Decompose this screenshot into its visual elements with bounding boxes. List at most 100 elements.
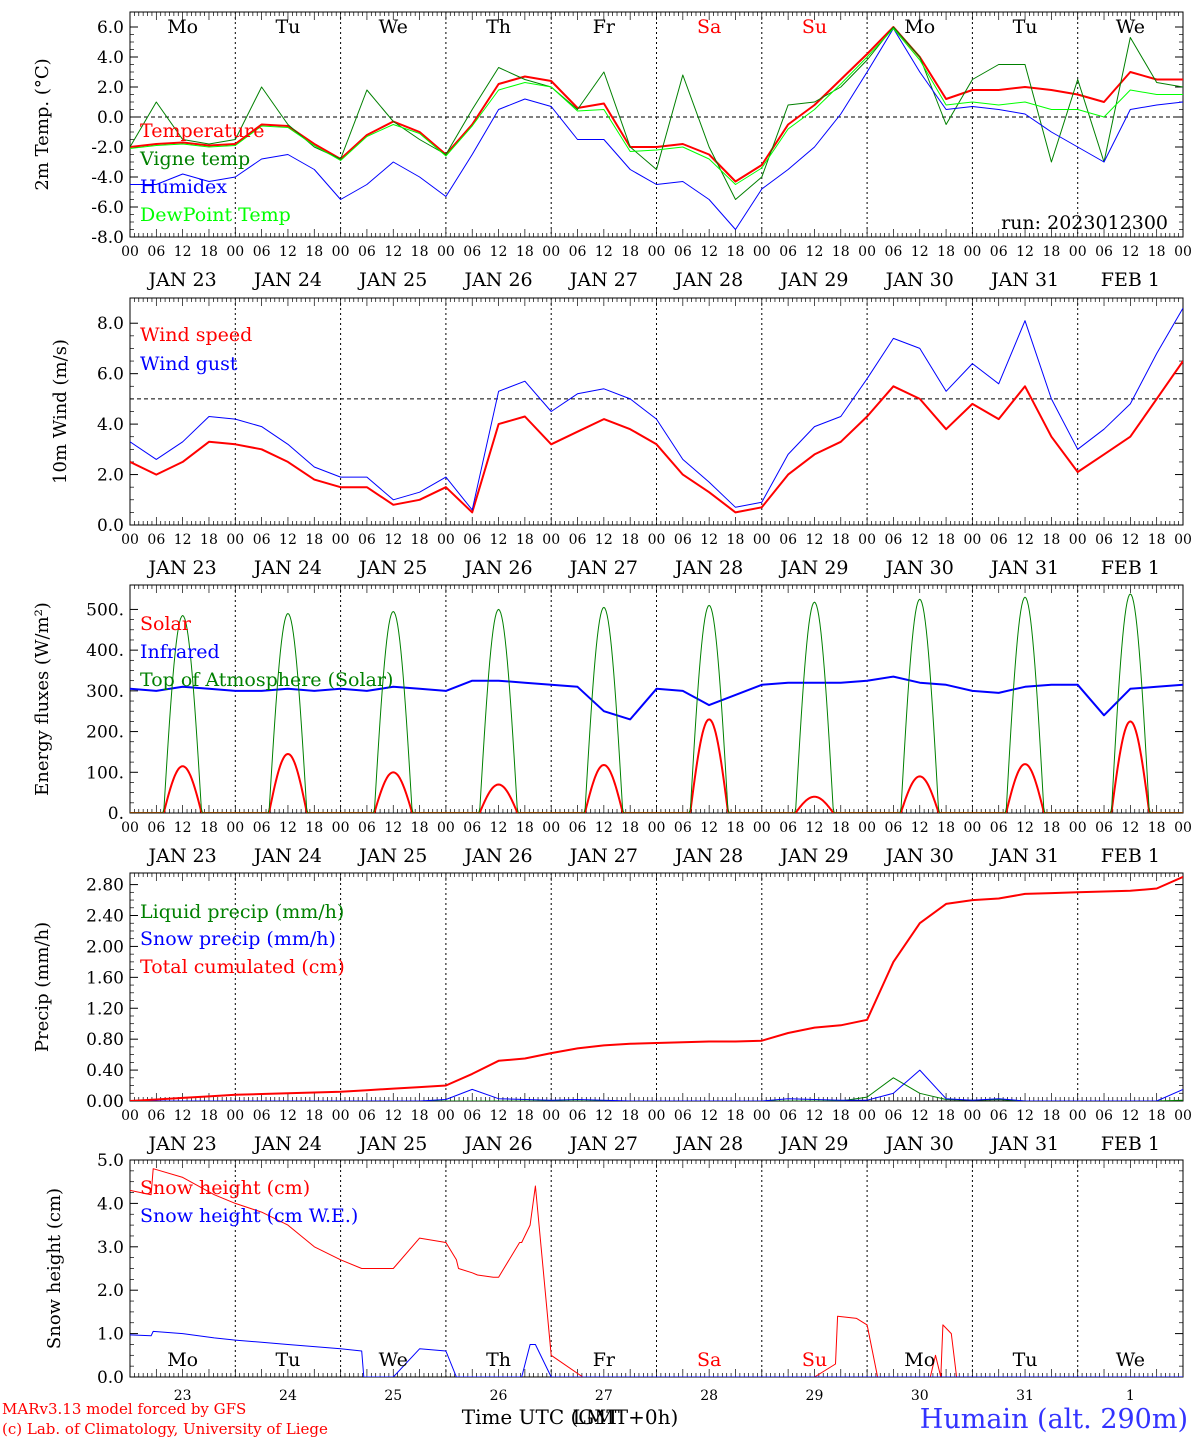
hour-label: 18 (832, 244, 850, 260)
hour-label: 12 (174, 244, 192, 260)
hour-label: 06 (463, 244, 481, 260)
hour-label: 06 (253, 244, 271, 260)
weekday-label: We (379, 16, 408, 38)
hour-label: 00 (542, 820, 560, 836)
hour-label: 00 (648, 820, 666, 836)
y-tick-label: 4.0 (97, 1194, 124, 1214)
hour-label: 12 (1016, 244, 1034, 260)
hour-label: 12 (384, 532, 402, 548)
hour-label: 12 (806, 1108, 824, 1124)
y-tick-label: 3.0 (97, 1238, 124, 1258)
plot-area (130, 1168, 1183, 1377)
weekday-label: Tu (275, 1349, 300, 1371)
date-label: JAN 31 (989, 557, 1059, 579)
day-number-label: 26 (490, 1388, 508, 1404)
hour-label: 06 (1095, 1108, 1113, 1124)
hour-label: 12 (490, 244, 508, 260)
hour-label: 00 (963, 820, 981, 836)
hour-label: 12 (384, 1108, 402, 1124)
legend-solar: Solar (140, 613, 192, 635)
hour-label: 06 (147, 820, 165, 836)
series-line-dewpoint-temp (130, 28, 1183, 185)
y-tick-label: 0.80 (86, 1030, 124, 1050)
y-tick-label: 6.0 (97, 365, 124, 385)
hour-label: 00 (648, 532, 666, 548)
hour-label: 12 (700, 820, 718, 836)
station-name: Humain (alt. 290m) (920, 1404, 1188, 1435)
y-tick-label: 1.20 (86, 999, 124, 1019)
hour-label: 06 (463, 820, 481, 836)
hour-label: 18 (516, 1108, 534, 1124)
hour-label: 06 (463, 1108, 481, 1124)
hour-label: 18 (516, 244, 534, 260)
hour-label: 12 (1016, 1108, 1034, 1124)
hour-label: 18 (516, 532, 534, 548)
hour-label: 06 (990, 532, 1008, 548)
hour-label: 06 (779, 532, 797, 548)
date-label: JAN 30 (884, 845, 954, 867)
hour-label: 18 (305, 1108, 323, 1124)
hour-label: 06 (990, 244, 1008, 260)
date-label: JAN 25 (357, 1133, 427, 1155)
hour-label: 00 (542, 1108, 560, 1124)
y-tick-label: 8.0 (97, 314, 124, 334)
date-label: JAN 24 (252, 1133, 322, 1155)
date-label: JAN 29 (778, 557, 848, 579)
hour-label: 12 (911, 244, 929, 260)
day-number-label: 29 (806, 1388, 824, 1404)
panel-1: -8.0 -6.0 -4.0 -2.0 0.0 2.0 4.0 6.0 2m Temp. (°C… (32, 11, 1192, 291)
legend-snow-height-cm-w-e: Snow height (cm W.E.) (140, 1205, 358, 1227)
date-label: JAN 23 (147, 845, 217, 867)
hour-label: 06 (358, 1108, 376, 1124)
weekday-label: Fr (593, 16, 616, 38)
date-label: JAN 27 (568, 1133, 638, 1155)
hour-label: 00 (226, 820, 244, 836)
hour-label: 18 (1148, 532, 1166, 548)
hour-label: 18 (1148, 820, 1166, 836)
hour-label: 06 (674, 532, 692, 548)
hour-label: 06 (990, 1108, 1008, 1124)
plot-frame (129, 584, 1184, 814)
day-number-label: 24 (279, 1388, 297, 1404)
y-tick-label: 0.0 (97, 1368, 124, 1388)
hour-label: 06 (358, 532, 376, 548)
y-tick-label: 4.0 (97, 48, 124, 68)
hour-label: 12 (490, 820, 508, 836)
hour-label: 12 (595, 820, 613, 836)
hour-label: 18 (832, 820, 850, 836)
hour-label: 06 (779, 1108, 797, 1124)
weekday-label: Mo (904, 16, 935, 38)
date-label: JAN 23 (147, 269, 217, 291)
series-line-snow-height-cm-w-e (130, 1330, 1183, 1377)
hour-label: 06 (569, 820, 587, 836)
hour-label: 12 (911, 1108, 929, 1124)
hour-label: 00 (1069, 532, 1087, 548)
date-label: JAN 29 (778, 269, 848, 291)
hour-label: 00 (437, 244, 455, 260)
hour-label: 18 (516, 820, 534, 836)
date-label: FEB 1 (1101, 1133, 1160, 1155)
hour-label: 18 (621, 532, 639, 548)
hour-label: 00 (332, 532, 350, 548)
hour-label: 12 (279, 820, 297, 836)
date-label: JAN 30 (884, 269, 954, 291)
hour-label: 06 (1095, 820, 1113, 836)
legend-infrared: Infrared (140, 641, 220, 663)
hour-label: 12 (1121, 532, 1139, 548)
hour-label: 00 (332, 820, 350, 836)
hour-label: 12 (174, 820, 192, 836)
legend-total-cumulated-cm: Total cumulated (cm) (140, 956, 345, 978)
hour-label: 06 (463, 532, 481, 548)
hour-label: 18 (727, 244, 745, 260)
date-label: JAN 25 (357, 269, 427, 291)
date-label: JAN 29 (778, 845, 848, 867)
hour-label: 00 (226, 532, 244, 548)
hour-label: 00 (332, 244, 350, 260)
date-label: JAN 27 (568, 269, 638, 291)
hour-label: 06 (1095, 532, 1113, 548)
y-axis-label: Energy fluxes (W/m²) (32, 602, 53, 796)
series-line-humidex (130, 28, 1183, 230)
legend-snow-height-cm: Snow height (cm) (140, 1177, 310, 1199)
day-number-label: 31 (1016, 1388, 1034, 1404)
series-line-infrared (130, 675, 1183, 721)
